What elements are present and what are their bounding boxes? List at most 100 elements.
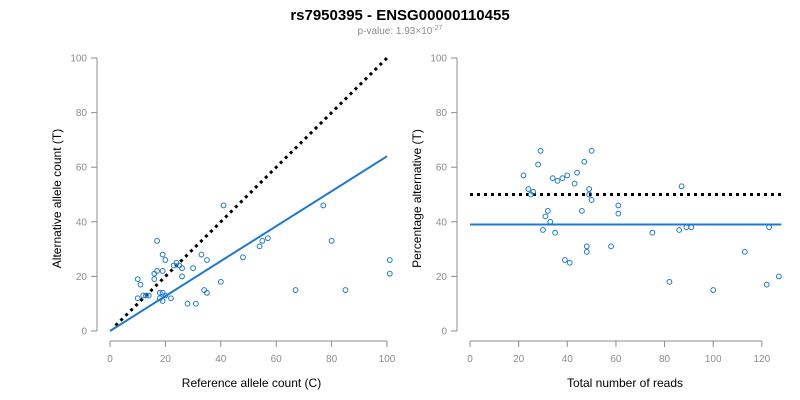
data-point [320,202,327,209]
data-point [710,287,717,293]
data-point [140,292,147,299]
data-point [192,300,199,307]
data-point [544,207,551,214]
y-tick-label: 40 [76,217,88,228]
data-point [259,238,266,244]
x-tick-label: 40 [562,354,574,365]
y-tick-label: 20 [436,272,448,283]
y-tick-label: 100 [430,54,447,65]
data-point [615,210,622,217]
x-axis-label: Total number of reads [567,376,683,390]
data-point [520,172,527,179]
x-tick-label: 20 [160,354,172,365]
data-point [535,161,541,168]
data-point [549,175,556,182]
y-axis-label: Percentage alternative (T) [410,129,424,268]
percentage-panel: 0 20 40 60 80 100 0 20 40 60 80 100 120 Total number … [410,54,782,390]
y-tick-label: 40 [436,217,448,228]
x-tick-label: 80 [659,354,671,365]
data-point [204,257,210,263]
data-point [159,298,166,304]
x-tick-label: 60 [610,354,622,365]
data-point [741,248,748,255]
data-point [204,289,210,296]
y-tick-label: 60 [436,163,448,174]
y-tick-label: 60 [76,163,88,174]
data-point [552,229,559,236]
x-tick-label: 0 [107,354,113,365]
data-point [530,188,537,195]
data-point [588,197,595,203]
data-point [763,281,770,288]
p-value-text: p-value: 1.93×10 [358,26,433,37]
y-axis-label: Alternative allele count (T) [50,129,64,268]
data-point [217,278,224,285]
data-point [240,254,246,261]
y-tick-label: 0 [81,327,87,338]
x-axis-label: Reference allele count (C) [182,376,321,390]
data-point [525,186,532,192]
data-point [159,251,166,258]
data-point [559,175,566,182]
x-tick-label: 100 [379,354,396,365]
data-point [156,289,163,296]
data-point [564,172,571,179]
x-tick-label: 120 [753,354,770,365]
data-point [547,218,554,225]
data-point [179,265,185,272]
data-point [586,191,593,198]
data-point [578,207,585,214]
data-point [198,251,205,258]
data-point [145,292,152,299]
chart-title: rs7950395 - ENSG00000110455 [290,7,509,24]
p-value-exponent: -27 [432,25,442,32]
data-point [766,224,773,231]
data-point [574,169,580,176]
data-point [154,238,160,244]
data-point [134,295,141,302]
data-point [688,224,695,231]
data-point [179,273,185,280]
y-tick-label: 100 [70,54,87,65]
x-tick-label: 20 [513,354,525,365]
allele-count-panel: 0 20 40 60 80 100 0 20 40 60 80 100 Reference allele… [50,54,396,391]
data-point [676,227,683,233]
data-point [137,281,144,288]
data-point [588,147,595,154]
x-tick-label: 0 [467,354,473,365]
data-point [581,158,588,165]
data-point [678,183,685,190]
x-tick-label: 80 [326,354,338,365]
data-point [537,147,544,154]
data-point [264,235,271,242]
data-point [554,177,561,184]
data-point [159,268,166,274]
data-point [162,257,169,263]
y-tick-label: 80 [76,108,88,119]
data-point [608,243,614,250]
reference-line [114,56,389,327]
data-point [342,287,349,293]
data-point [184,300,191,307]
x-tick-label: 40 [215,354,227,365]
data-point [154,268,160,274]
data-point [386,257,393,263]
data-point [566,259,573,266]
data-point [256,243,263,250]
data-point [583,248,590,255]
data-point [134,276,141,283]
data-point [220,202,227,209]
data-point [683,224,690,231]
chart-subtitle: p-value: 1.93×10-27 [358,25,443,37]
data-point [561,257,568,263]
y-tick-label: 0 [441,327,447,338]
data-point [292,287,299,293]
fit-line [109,155,388,332]
data-point [542,213,549,220]
data-point [386,270,393,277]
data-point [583,243,590,250]
data-point [168,295,174,302]
data-point [666,278,673,285]
data-point [586,186,593,192]
